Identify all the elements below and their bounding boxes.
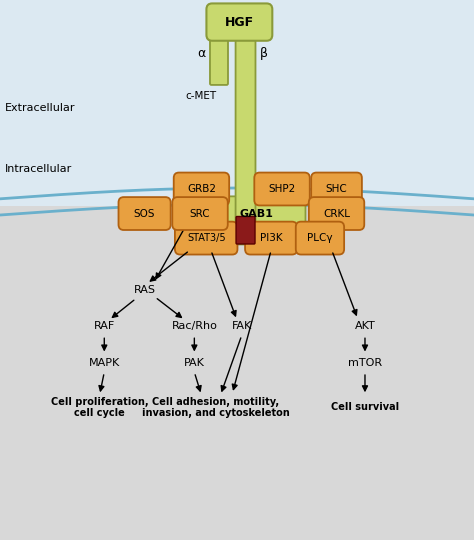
- FancyBboxPatch shape: [309, 197, 364, 230]
- Text: c-MET: c-MET: [185, 91, 217, 101]
- Text: Cell adhesion, motility,
invasion, and cytoskeleton: Cell adhesion, motility, invasion, and c…: [142, 397, 290, 418]
- Text: PLCγ: PLCγ: [307, 233, 333, 243]
- Text: Cell survival: Cell survival: [331, 402, 399, 413]
- Text: CRKL: CRKL: [323, 208, 350, 219]
- FancyBboxPatch shape: [175, 221, 237, 254]
- FancyBboxPatch shape: [206, 3, 272, 40]
- Text: mTOR: mTOR: [348, 358, 382, 368]
- Text: SRC: SRC: [190, 208, 210, 219]
- Text: FAK: FAK: [232, 321, 252, 332]
- FancyBboxPatch shape: [236, 217, 255, 244]
- Text: Rac/Rho: Rac/Rho: [172, 321, 217, 332]
- Text: GAB1: GAB1: [240, 208, 274, 219]
- Text: Intracellular: Intracellular: [5, 164, 72, 174]
- Text: Extracellular: Extracellular: [5, 103, 75, 113]
- FancyBboxPatch shape: [296, 221, 344, 254]
- Text: GRB2: GRB2: [187, 184, 216, 194]
- Text: β: β: [260, 48, 267, 60]
- FancyBboxPatch shape: [245, 221, 297, 254]
- Text: SOS: SOS: [134, 208, 155, 219]
- Text: RAS: RAS: [134, 285, 155, 295]
- FancyBboxPatch shape: [210, 39, 228, 85]
- Text: SHP2: SHP2: [268, 184, 296, 194]
- FancyBboxPatch shape: [236, 39, 255, 245]
- Text: RAF: RAF: [94, 321, 115, 332]
- Text: MAPK: MAPK: [89, 358, 120, 368]
- FancyBboxPatch shape: [311, 173, 362, 205]
- Text: AKT: AKT: [355, 321, 375, 332]
- FancyBboxPatch shape: [0, 206, 474, 540]
- Text: PI3K: PI3K: [260, 233, 283, 243]
- Text: α: α: [197, 48, 205, 60]
- Text: SHC: SHC: [326, 184, 347, 194]
- Text: HGF: HGF: [225, 16, 254, 29]
- Text: STAT3/5: STAT3/5: [187, 233, 226, 243]
- Text: PAK: PAK: [184, 358, 205, 368]
- FancyBboxPatch shape: [174, 173, 229, 205]
- FancyBboxPatch shape: [209, 197, 306, 231]
- FancyBboxPatch shape: [255, 173, 310, 205]
- FancyBboxPatch shape: [0, 0, 474, 206]
- FancyBboxPatch shape: [118, 197, 171, 230]
- FancyBboxPatch shape: [173, 197, 228, 230]
- Text: Cell proliferation,
cell cycle: Cell proliferation, cell cycle: [51, 397, 148, 418]
